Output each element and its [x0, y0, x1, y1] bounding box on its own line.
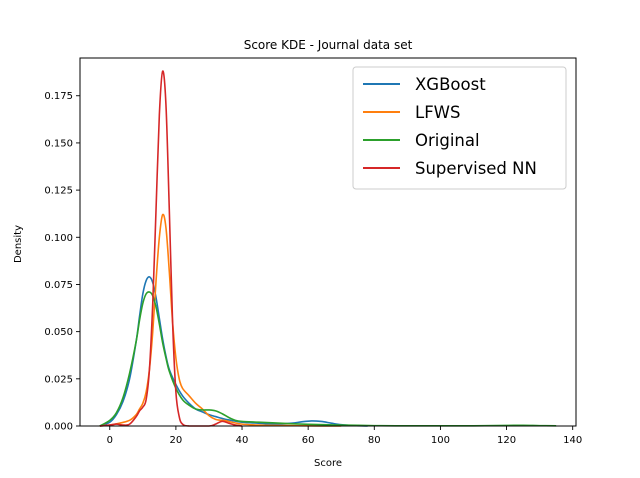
y-axis-ticks: 0.000 0.025 0.050 0.075 0.100 0.125 0.150 0.175: [44, 91, 80, 433]
x-tick-label: 100: [431, 435, 450, 446]
series-line-xgboost: [99, 276, 368, 427]
y-tick-label: 0.050: [44, 327, 73, 338]
legend-label: Original: [415, 131, 480, 150]
x-tick-label: 40: [236, 435, 249, 446]
series-layer: [99, 70, 557, 427]
x-axis-label: Score: [314, 458, 342, 469]
x-tick-label: 120: [497, 435, 516, 446]
x-tick-label: 60: [302, 435, 315, 446]
y-tick-label: 0.075: [44, 280, 73, 291]
y-tick-label: 0.100: [44, 233, 73, 244]
x-tick-label: 0: [107, 435, 113, 446]
x-axis-ticks: 0 20 40 60 80 100 120 140: [107, 426, 582, 446]
series-line-original: [99, 291, 557, 427]
y-tick-label: 0.150: [44, 138, 73, 149]
legend: XGBoost LFWS Original Supervised NN: [352, 66, 567, 190]
y-tick-label: 0.025: [44, 374, 73, 385]
axes-frame: [79, 57, 577, 427]
y-tick-label: 0.000: [44, 422, 73, 433]
y-tick-label: 0.125: [44, 186, 73, 197]
series-line-supervised-nn: [99, 70, 243, 427]
legend-box: [352, 66, 567, 190]
y-tick-label: 0.175: [44, 91, 73, 102]
x-tick-label: 20: [170, 435, 183, 446]
x-tick-label: 140: [563, 435, 582, 446]
y-axis-label: Density: [13, 225, 24, 263]
legend-label: Supervised NN: [415, 159, 537, 178]
chart-title: Score KDE - Journal data set: [244, 38, 413, 52]
legend-label: XGBoost: [415, 75, 486, 94]
series-line-lfws: [99, 213, 342, 427]
x-tick-label: 80: [368, 435, 381, 446]
legend-label: LFWS: [415, 103, 460, 122]
